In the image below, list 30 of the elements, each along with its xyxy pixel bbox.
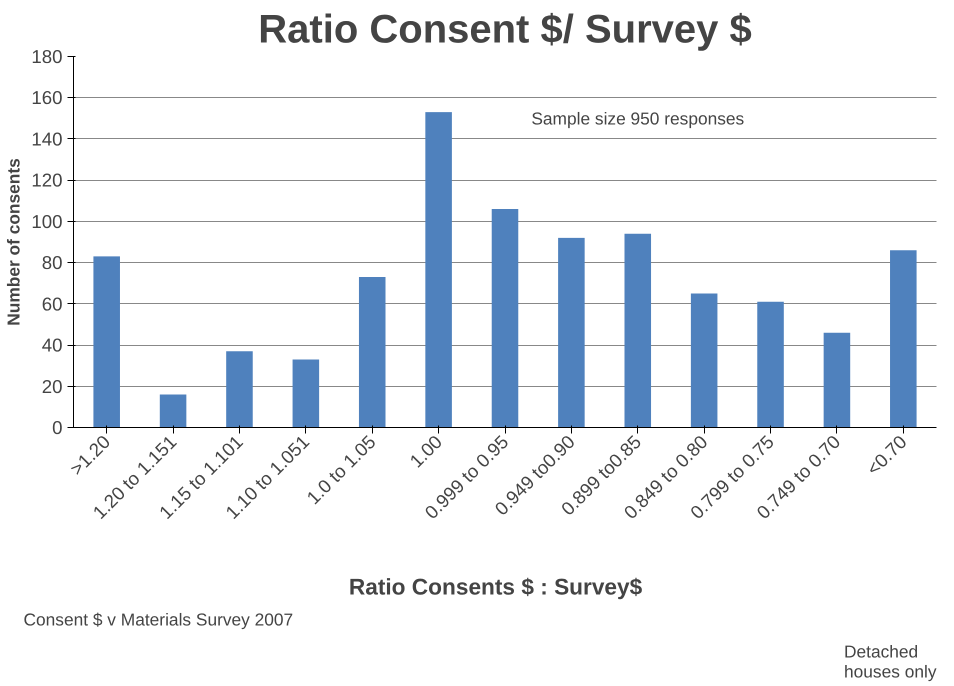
x-tick-label: 1.00 [406, 431, 446, 472]
chart-title: Ratio Consent $/ Survey $ [258, 8, 752, 52]
bar [558, 238, 585, 428]
y-tick-label: 80 [42, 252, 63, 274]
bar [624, 234, 652, 428]
annotation: Sample size 950 responses [531, 108, 745, 128]
bar [890, 250, 917, 428]
bar [226, 351, 253, 428]
bar [492, 209, 518, 428]
bar [757, 302, 784, 428]
bar [93, 256, 120, 428]
y-tick-label: 160 [31, 87, 63, 108]
bar [690, 294, 718, 428]
x-axis-title: Ratio Consents $ : Survey$ [348, 573, 643, 600]
bar [160, 394, 186, 428]
y-tick-label: 60 [42, 293, 63, 314]
y-tick-label: 140 [31, 128, 63, 150]
y-tick-label: 20 [42, 376, 63, 397]
y-tick-label: 40 [42, 334, 63, 356]
y-tick-label: 120 [31, 170, 63, 191]
bar [824, 332, 850, 428]
y-axis-title: Number of consents [3, 158, 24, 326]
text: Detached houses only [844, 642, 937, 682]
y-tick-label: 180 [31, 46, 63, 67]
bar [425, 112, 452, 428]
y-tick-label: 0 [52, 417, 63, 438]
bar [358, 277, 386, 428]
text: Consent $ v Materials Survey 2007 [24, 610, 294, 630]
bar [292, 359, 320, 428]
y-tick-label: 100 [31, 210, 63, 232]
